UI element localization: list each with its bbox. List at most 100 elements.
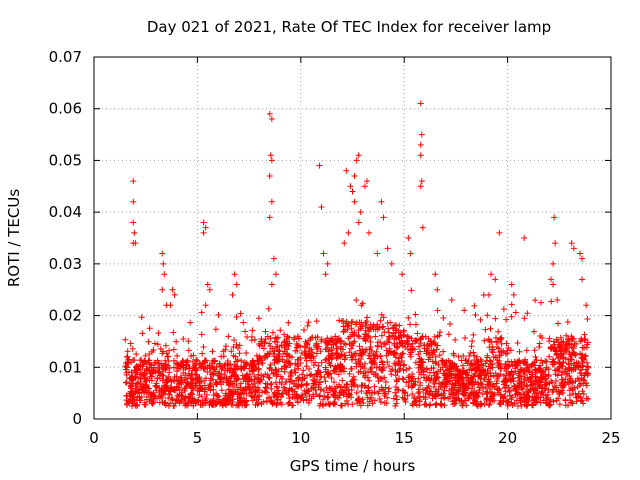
data-point bbox=[509, 375, 516, 382]
data-point bbox=[397, 352, 404, 359]
data-point bbox=[271, 389, 278, 396]
data-point bbox=[320, 387, 327, 394]
data-point bbox=[508, 368, 515, 375]
data-point bbox=[185, 370, 192, 377]
data-point bbox=[458, 357, 465, 364]
data-point bbox=[447, 360, 454, 367]
data-point bbox=[555, 368, 562, 375]
data-point bbox=[408, 335, 415, 342]
data-point bbox=[356, 352, 363, 359]
data-point bbox=[512, 386, 519, 393]
data-point bbox=[488, 271, 495, 278]
data-point bbox=[508, 301, 515, 308]
data-point bbox=[345, 320, 352, 327]
data-point bbox=[204, 281, 211, 288]
data-point bbox=[426, 391, 433, 398]
data-point bbox=[367, 326, 374, 333]
data-point bbox=[426, 343, 433, 350]
data-point bbox=[355, 369, 362, 376]
data-point bbox=[478, 358, 485, 365]
data-point bbox=[563, 332, 570, 339]
data-point bbox=[540, 392, 547, 399]
data-point bbox=[422, 394, 429, 401]
chart-title: Day 021 of 2021, Rate Of TEC Index for r… bbox=[147, 18, 551, 36]
data-point bbox=[307, 372, 314, 379]
data-point bbox=[446, 378, 453, 385]
data-point bbox=[400, 362, 407, 369]
data-point bbox=[371, 383, 378, 390]
data-point bbox=[161, 271, 168, 278]
data-point bbox=[365, 369, 372, 376]
data-point bbox=[190, 376, 197, 383]
data-point bbox=[469, 338, 476, 345]
data-point bbox=[388, 349, 395, 356]
data-point bbox=[171, 387, 178, 394]
data-point bbox=[450, 390, 457, 397]
data-point bbox=[383, 347, 390, 354]
data-point bbox=[438, 395, 445, 402]
data-point bbox=[178, 377, 185, 384]
data-point bbox=[514, 402, 521, 409]
data-point bbox=[534, 385, 541, 392]
data-point bbox=[408, 287, 415, 294]
data-point bbox=[168, 385, 175, 392]
data-point bbox=[565, 336, 572, 343]
data-point bbox=[358, 302, 365, 309]
data-point bbox=[584, 316, 591, 323]
data-point bbox=[330, 379, 337, 386]
data-point bbox=[255, 340, 262, 347]
data-point bbox=[278, 342, 285, 349]
data-point bbox=[426, 349, 433, 356]
data-point bbox=[376, 395, 383, 402]
data-point bbox=[308, 357, 315, 364]
data-point bbox=[449, 398, 456, 405]
data-point bbox=[399, 271, 406, 278]
data-point bbox=[340, 323, 347, 330]
data-point bbox=[336, 392, 343, 399]
data-point bbox=[230, 343, 237, 350]
data-point bbox=[561, 380, 568, 387]
data-point bbox=[528, 401, 535, 408]
data-point bbox=[455, 380, 462, 387]
data-point bbox=[551, 345, 558, 352]
data-point bbox=[143, 367, 150, 374]
data-point bbox=[138, 385, 145, 392]
data-point bbox=[514, 362, 521, 369]
data-point bbox=[335, 371, 342, 378]
data-point bbox=[276, 391, 283, 398]
data-point bbox=[579, 388, 586, 395]
data-point bbox=[451, 384, 458, 391]
data-point bbox=[405, 341, 412, 348]
data-point bbox=[130, 198, 137, 205]
data-point bbox=[580, 376, 587, 383]
data-point bbox=[304, 388, 311, 395]
data-point bbox=[159, 350, 166, 357]
data-point bbox=[129, 380, 136, 387]
data-point bbox=[537, 333, 544, 340]
data-point bbox=[273, 373, 280, 380]
data-point bbox=[394, 396, 401, 403]
grid-lines bbox=[94, 57, 611, 419]
data-point bbox=[214, 392, 221, 399]
data-point bbox=[131, 229, 138, 236]
data-point bbox=[166, 347, 173, 354]
data-point bbox=[173, 383, 180, 390]
data-point bbox=[243, 349, 250, 356]
data-point bbox=[395, 355, 402, 362]
data-point bbox=[142, 352, 149, 359]
data-point bbox=[414, 330, 421, 337]
data-point bbox=[510, 378, 517, 385]
data-point bbox=[228, 348, 235, 355]
data-point bbox=[345, 335, 352, 342]
data-point bbox=[259, 389, 266, 396]
data-point bbox=[156, 368, 163, 375]
data-point bbox=[555, 395, 562, 402]
data-point bbox=[184, 380, 191, 387]
data-point bbox=[188, 390, 195, 397]
data-point bbox=[315, 369, 322, 376]
data-point bbox=[574, 395, 581, 402]
data-point bbox=[253, 396, 260, 403]
data-point bbox=[294, 347, 301, 354]
data-point bbox=[291, 388, 298, 395]
data-point bbox=[550, 359, 557, 366]
